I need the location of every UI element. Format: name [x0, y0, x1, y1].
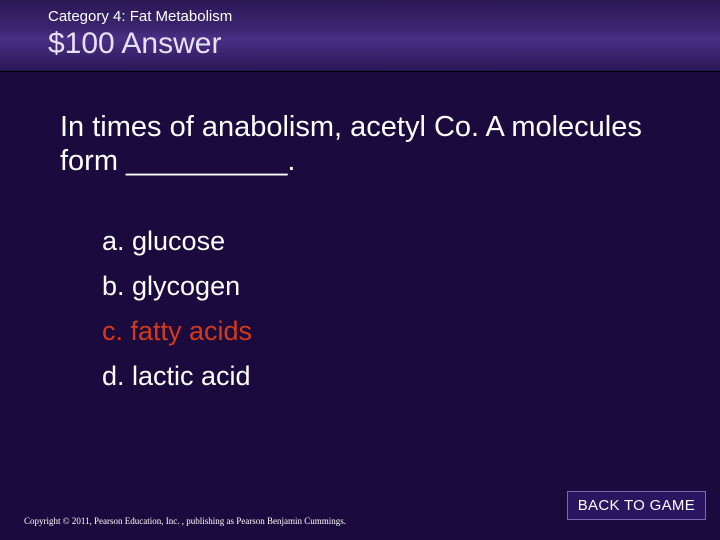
option-a: a. glucose	[102, 228, 700, 255]
options-list: a. glucose b. glycogen c. fatty acids d.…	[60, 228, 700, 390]
copyright-text: Copyright © 2011, Pearson Education, Inc…	[24, 516, 346, 526]
option-d: d. lactic acid	[102, 363, 700, 390]
category-label: Category 4: Fat Metabolism	[48, 8, 720, 25]
price-answer-label: $100 Answer	[48, 27, 720, 61]
back-to-game-button[interactable]: BACK TO GAME	[567, 491, 706, 520]
question-text: In times of anabolism, acetyl Co. A mole…	[60, 110, 700, 178]
option-b: b. glycogen	[102, 273, 700, 300]
option-c: c. fatty acids	[102, 318, 700, 345]
slide-content: In times of anabolism, acetyl Co. A mole…	[0, 72, 720, 390]
slide-header: Category 4: Fat Metabolism $100 Answer	[0, 0, 720, 72]
